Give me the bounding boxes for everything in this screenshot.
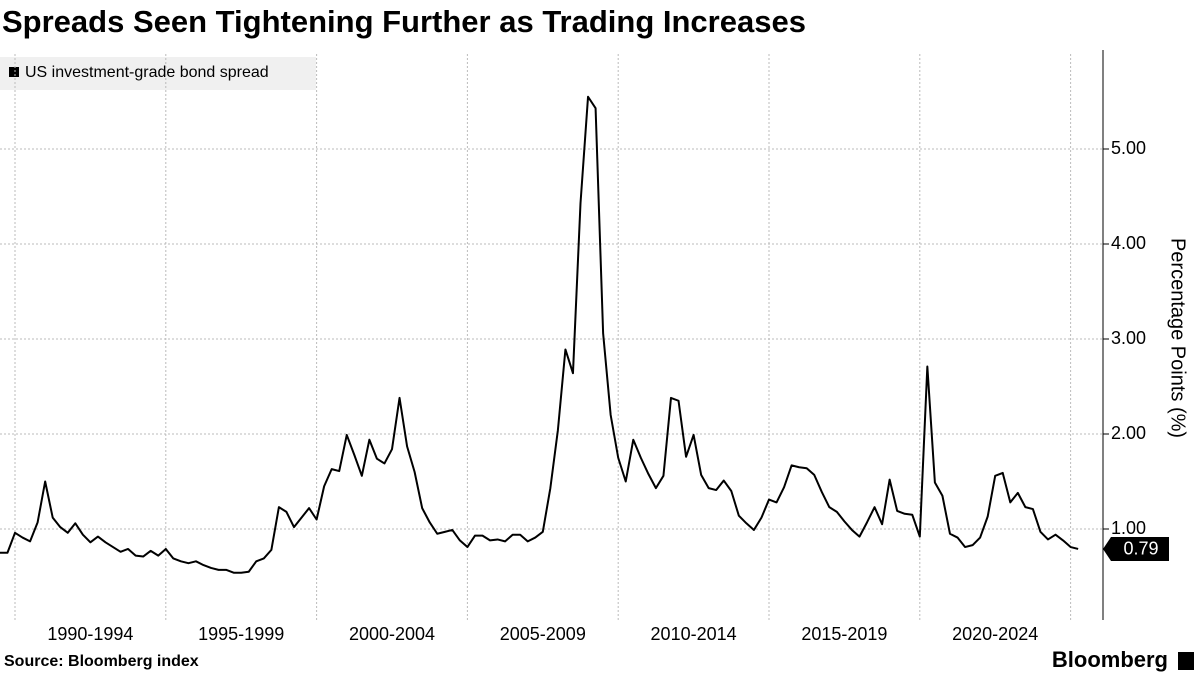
chart-title: Spreads Seen Tightening Further as Tradi…: [2, 4, 806, 39]
y-tick-label: 2.00: [1111, 423, 1146, 443]
line-series: [0, 95, 1079, 574]
x-tick-label: 1995-1999: [198, 624, 284, 644]
last-value-label: 0.79: [1123, 539, 1158, 559]
brand: Bloomberg: [1052, 647, 1168, 672]
legend-swatch: [9, 67, 19, 77]
y-axis-label: Percentage Points (%): [1167, 238, 1189, 438]
x-tick-label: 2000-2004: [349, 624, 435, 644]
legend-label: US investment-grade bond spread: [25, 64, 269, 81]
y-tick-label: 1.00: [1111, 518, 1146, 538]
x-tick-label: 2010-2014: [651, 624, 737, 644]
legend-box: [0, 57, 316, 90]
y-tick-label: 4.00: [1111, 233, 1146, 253]
x-tick-label: 2020-2024: [952, 624, 1038, 644]
last-value-box: [1103, 536, 1169, 561]
x-tick-label: 2015-2019: [801, 624, 887, 644]
y-tick-label: 5.00: [1111, 138, 1146, 158]
x-tick-label: 2005-2009: [500, 624, 586, 644]
x-tick-label: 1990-1994: [47, 624, 133, 644]
y-tick-label: 3.00: [1111, 328, 1146, 348]
brand-icon: [1178, 652, 1194, 670]
source: Source: Bloomberg index: [4, 653, 199, 670]
